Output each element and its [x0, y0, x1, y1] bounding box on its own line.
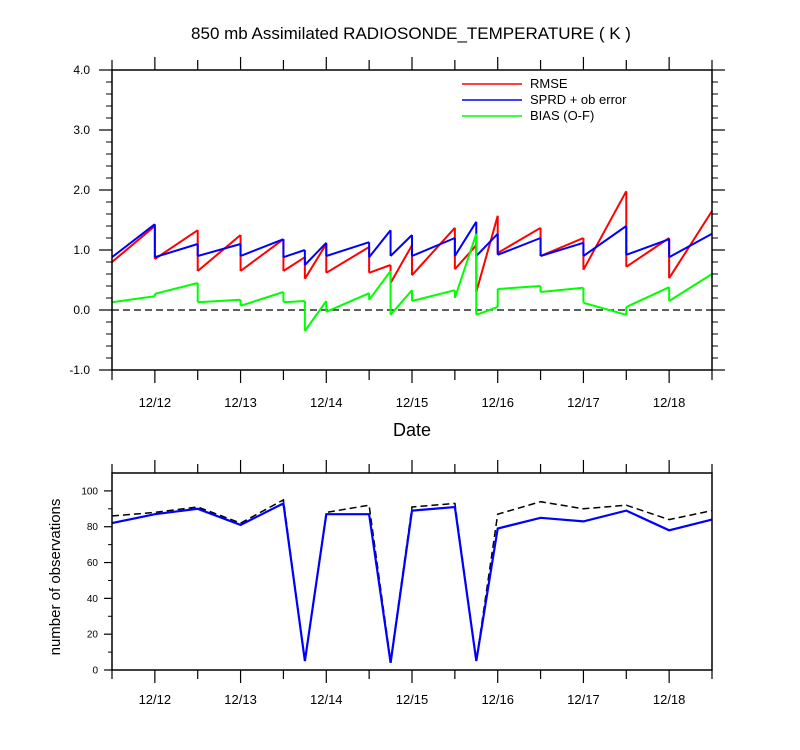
x-tick-label: 12/12 [139, 395, 172, 410]
series-segment [111, 295, 155, 304]
series-segment [389, 244, 413, 284]
x-axis-label: Date [393, 420, 431, 440]
x-tick-label: 12/15 [396, 692, 429, 707]
series-segment [368, 270, 392, 301]
y-tick-label: 1.0 [73, 243, 90, 257]
series-segment [240, 291, 284, 307]
series-bias-o-f [111, 233, 713, 332]
series-segment [325, 246, 370, 274]
legend-label: BIAS (O-F) [530, 108, 594, 123]
x-tick-label: 12/13 [224, 692, 257, 707]
legend-label: SPRD + ob error [530, 92, 627, 107]
series-segment [304, 243, 328, 280]
series-segment [411, 227, 456, 276]
series-segment [283, 300, 305, 304]
y-tick-label: 4.0 [73, 63, 90, 77]
bottom-plot-frame [111, 472, 713, 671]
bottom-panel: 0 20 40 60 80 100 12/12 12/13 12/14 12/15 12/16 12/… [47, 460, 713, 707]
series-segment [625, 286, 670, 308]
series-segment [540, 286, 584, 293]
series-segment [325, 241, 370, 257]
x-tick-label: 12/16 [481, 692, 514, 707]
series-segment [239, 238, 285, 272]
series-segment [240, 238, 284, 257]
series-segment [454, 244, 478, 270]
series-segment [304, 300, 328, 332]
series-sprd-ob-error [111, 221, 713, 266]
series-segment [411, 237, 456, 257]
series-segment [497, 237, 541, 256]
series-segment [389, 289, 413, 316]
y-tick-label: 20 [87, 630, 99, 641]
series-segment [389, 234, 413, 257]
series-segment [325, 292, 370, 313]
y-tick-label: 40 [87, 594, 99, 605]
series-segment [540, 241, 584, 257]
y-tick-label: 0 [92, 666, 98, 677]
x-tick-label: 12/14 [310, 395, 343, 410]
x-tick-label: 12/18 [653, 692, 686, 707]
top-plot-frame [111, 69, 713, 371]
series-segment [368, 229, 392, 258]
x-tick-label: 12/16 [481, 395, 514, 410]
obs-series-possible [111, 498, 713, 662]
legend-label: RMSE [530, 76, 568, 91]
y-tick-label: 0.0 [73, 303, 90, 317]
series-segment [304, 242, 328, 266]
y-tick-label: 80 [87, 522, 99, 533]
obs-series-assimilated [111, 501, 713, 663]
series-segment [111, 225, 156, 263]
series-segment [582, 225, 627, 257]
series-segment [475, 215, 499, 293]
series-segment [197, 298, 241, 304]
y-tick-label: 3.0 [73, 123, 90, 137]
series-segment [625, 238, 670, 256]
chart-title: 850 mb Assimilated RADIOSONDE_TEMPERATUR… [191, 24, 631, 43]
series-segment [497, 285, 541, 290]
series-segment [668, 273, 713, 302]
y-tick-label: -1.0 [69, 363, 90, 377]
series-segment [154, 243, 199, 259]
x-tick-label: 12/17 [567, 395, 600, 410]
x-tick-label: 12/15 [396, 395, 429, 410]
y-tick-label: 100 [81, 486, 98, 497]
y-tick-label: 2.0 [73, 183, 90, 197]
y-tick-label: 60 [87, 558, 99, 569]
series-segment [475, 306, 499, 316]
x-tick-label: 12/18 [653, 395, 686, 410]
series-segment [582, 190, 628, 271]
series-segment [453, 233, 478, 299]
series-segment [368, 264, 391, 274]
series-segment [475, 233, 499, 257]
series-segment [111, 223, 156, 258]
series-segment [197, 243, 241, 257]
series-segment [497, 226, 542, 254]
x-tick-label: 12/13 [224, 395, 257, 410]
series-segment [197, 234, 242, 272]
series-segment [283, 249, 306, 259]
series-segment [668, 232, 713, 259]
y-axis-label: number of observations [47, 499, 64, 656]
series-segment [154, 282, 198, 295]
x-tick-label: 12/14 [310, 692, 343, 707]
series-segment [282, 256, 306, 272]
x-tick-label: 12/12 [139, 692, 172, 707]
series-segment [583, 301, 627, 316]
series-segment [411, 289, 456, 302]
top-panel: -1.0 0.0 1.0 2.0 3.0 4.0 12/12 12/13 12/14 12/15 1… [69, 57, 725, 410]
x-tick-label: 12/17 [567, 692, 600, 707]
series-segment [454, 221, 478, 257]
